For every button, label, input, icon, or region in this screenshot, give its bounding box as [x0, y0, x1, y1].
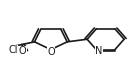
Text: O: O — [47, 47, 55, 57]
Text: Cl: Cl — [8, 45, 18, 55]
Text: N: N — [95, 46, 103, 56]
Text: O: O — [19, 46, 26, 56]
